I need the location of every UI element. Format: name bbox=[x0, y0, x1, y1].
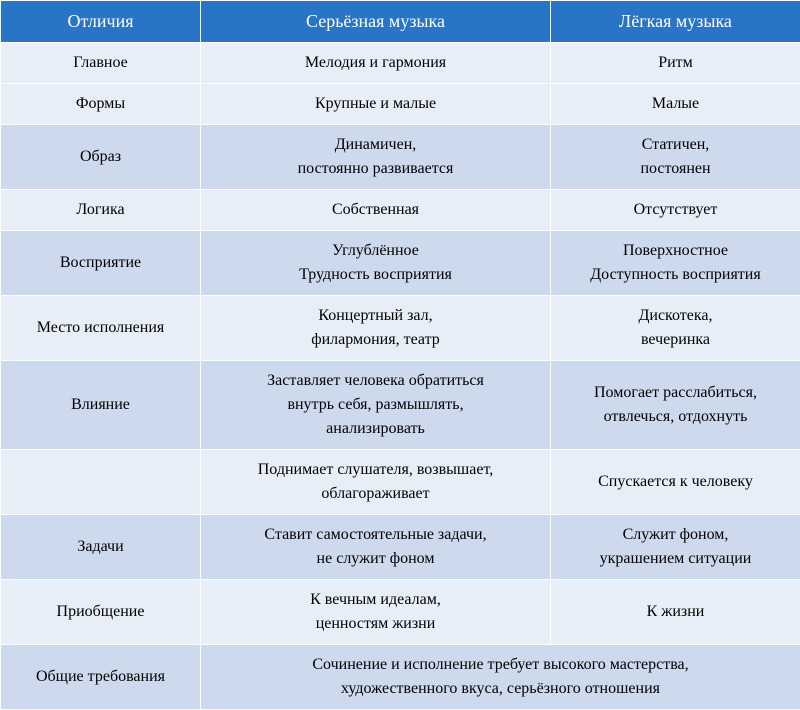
table-row: Поднимает слушателя, возвышает,облагораж… bbox=[1, 450, 800, 515]
cell-col-3: Отсутствует bbox=[551, 190, 800, 231]
table-row: ОбразДинамичен,постоянно развиваетсяСтат… bbox=[1, 125, 800, 190]
cell-col-1: Восприятие bbox=[1, 231, 201, 296]
cell-col-1: Задачи bbox=[1, 515, 201, 580]
cell-col-2: УглублённоеТрудность восприятия bbox=[201, 231, 551, 296]
header-col-2: Серьёзная музыка bbox=[201, 1, 551, 43]
table-row: Место исполненияКонцертный зал,филармони… bbox=[1, 296, 800, 361]
cell-col-2: Ставит самостоятельные задачи,не служит … bbox=[201, 515, 551, 580]
cell-col-1: Общие требования bbox=[1, 645, 201, 710]
cell-col-2: Заставляет человека обратитьсявнутрь себ… bbox=[201, 361, 551, 450]
table-row: Общие требованияСочинение и исполнение т… bbox=[1, 645, 800, 710]
cell-col-1: Приобщение bbox=[1, 580, 201, 645]
cell-col-2: Мелодия и гармония bbox=[201, 43, 551, 84]
comparison-table: Отличия Серьёзная музыка Лёгкая музыка Г… bbox=[0, 0, 800, 710]
cell-col-2: Крупные и малые bbox=[201, 84, 551, 125]
cell-col-3: ПоверхностноеДоступность восприятия bbox=[551, 231, 800, 296]
cell-merged: Сочинение и исполнение требует высокого … bbox=[201, 645, 800, 710]
table-row: ВосприятиеУглублённоеТрудность восприяти… bbox=[1, 231, 800, 296]
table-row: ЛогикаСобственнаяОтсутствует bbox=[1, 190, 800, 231]
cell-col-2: Собственная bbox=[201, 190, 551, 231]
cell-col-1: Влияние bbox=[1, 361, 201, 450]
header-row: Отличия Серьёзная музыка Лёгкая музыка bbox=[1, 1, 800, 43]
cell-col-3: Статичен,постоянен bbox=[551, 125, 800, 190]
cell-col-3: Ритм bbox=[551, 43, 800, 84]
cell-col-3: Служит фоном,украшением ситуации bbox=[551, 515, 800, 580]
table-row: ПриобщениеК вечным идеалам,ценностям жиз… bbox=[1, 580, 800, 645]
cell-col-2: Динамичен,постоянно развивается bbox=[201, 125, 551, 190]
table-row: ВлияниеЗаставляет человека обратитьсявну… bbox=[1, 361, 800, 450]
header-col-1: Отличия bbox=[1, 1, 201, 43]
cell-col-1: Образ bbox=[1, 125, 201, 190]
cell-col-3: Спускается к человеку bbox=[551, 450, 800, 515]
cell-col-3: Помогает расслабиться,отвлечься, отдохну… bbox=[551, 361, 800, 450]
cell-col-2: К вечным идеалам,ценностям жизни bbox=[201, 580, 551, 645]
table-row: ЗадачиСтавит самостоятельные задачи,не с… bbox=[1, 515, 800, 580]
table-body: ГлавноеМелодия и гармонияРитмФормыКрупны… bbox=[1, 43, 800, 710]
cell-col-1: Главное bbox=[1, 43, 201, 84]
cell-col-1 bbox=[1, 450, 201, 515]
cell-col-2: Поднимает слушателя, возвышает,облагораж… bbox=[201, 450, 551, 515]
cell-col-3: Дискотека,вечеринка bbox=[551, 296, 800, 361]
cell-col-3: Малые bbox=[551, 84, 800, 125]
table-row: ФормыКрупные и малыеМалые bbox=[1, 84, 800, 125]
table-row: ГлавноеМелодия и гармонияРитм bbox=[1, 43, 800, 84]
header-col-3: Лёгкая музыка bbox=[551, 1, 800, 43]
cell-col-1: Логика bbox=[1, 190, 201, 231]
cell-col-1: Формы bbox=[1, 84, 201, 125]
cell-col-1: Место исполнения bbox=[1, 296, 201, 361]
cell-col-2: Концертный зал,филармония, театр bbox=[201, 296, 551, 361]
cell-col-3: К жизни bbox=[551, 580, 800, 645]
